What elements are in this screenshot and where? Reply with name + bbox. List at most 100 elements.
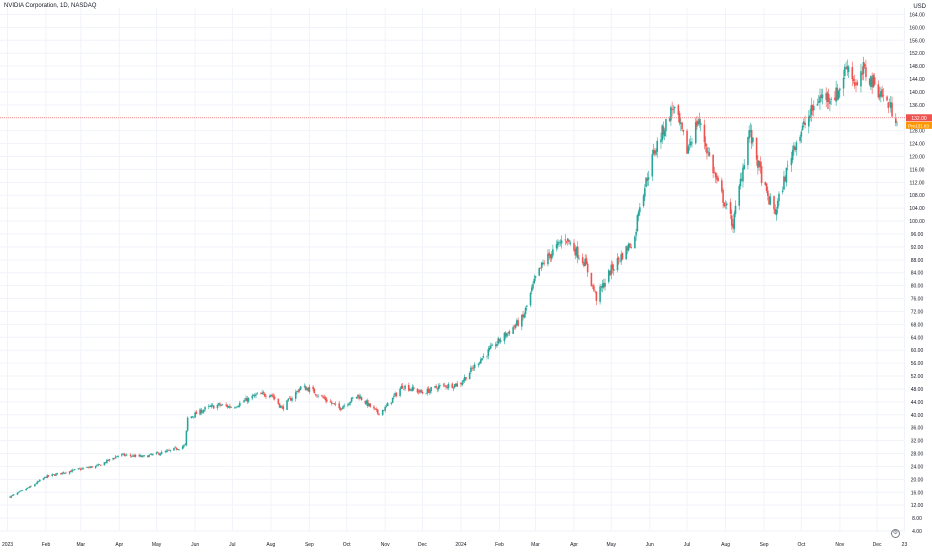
candle-body [734,205,737,215]
candle-body [81,468,83,470]
symbol-title: NVIDIA Corporation, 1D, NASDAQ [4,3,97,9]
candle-body [786,165,789,167]
candle-body [706,147,708,154]
candle-body [722,190,724,203]
candle-body [410,389,413,390]
candle-body [868,78,871,85]
candle-body [68,471,71,474]
candle-body [809,115,811,118]
candle-body [220,405,222,406]
candle-body [195,412,198,415]
candle-body [355,396,358,399]
candle-body [416,388,419,393]
grid [0,8,905,532]
candle-body [816,103,819,106]
candle-body [378,413,380,415]
candle-body [755,137,758,160]
candle-body [525,305,528,307]
candle-body [680,123,682,125]
y-tick-label: 8.00 [912,516,922,522]
y-axis[interactable]: 164.00 160.00 156.00 152.00 148.00 144.00 140.… [909,12,925,535]
candle-body [70,471,72,473]
candle-body [237,405,240,408]
y-tick-label: 40.00 [911,413,924,419]
last-price-badge [906,114,932,122]
x-axis[interactable]: 2023 Feb Mar Apr May Jun Jul Aug Sep Oct Nov Dec 202… [2,542,908,548]
candle-body [186,417,189,431]
candle-body [273,396,276,399]
candle-body [236,406,239,408]
y-tick-label: 56.00 [911,361,924,367]
candle-body [552,249,554,256]
candle-body [412,387,415,390]
y-tick-label: 108.00 [909,193,925,199]
candle-body [325,399,328,402]
candle-body [194,412,196,418]
candle-body [52,474,55,475]
candle-body [255,394,257,396]
candle-body [521,315,523,327]
candle-body [82,468,85,469]
candle-body [62,472,65,474]
candle-body [621,253,624,260]
candle-body [210,405,213,407]
candle-body [253,394,256,397]
candle-body [193,416,195,418]
candle-body [155,452,158,454]
candle-body [332,403,334,404]
y-tick-label: 152.00 [909,51,925,57]
candle-body [830,99,832,100]
candle-body [513,326,516,327]
x-tick-label: May [152,542,162,548]
candle-body [395,393,398,397]
candle-body [699,123,702,126]
candle-body [708,152,711,156]
candle-body [56,473,59,474]
candle-body [616,258,619,271]
chart-settings-button[interactable]: ⚙ [891,529,900,538]
candle-body [564,239,567,241]
candle-body [88,467,91,468]
candle-body [656,140,659,152]
candle-body [652,149,655,155]
candle-body [532,283,534,289]
candle-body [506,333,508,337]
candle-body [748,130,750,139]
candle-body [871,77,873,88]
candle-body [452,387,455,389]
candle-body [548,252,550,256]
candle-body [661,125,664,141]
x-tick-label: Jul [684,542,690,548]
candle-body [560,240,563,244]
candle-body [307,388,309,392]
y-tick-label: 148.00 [909,64,925,70]
candle-body [512,327,514,334]
candle-body [473,364,476,369]
candle-body [595,292,598,301]
candle-body [714,172,717,178]
candle-body [594,291,596,292]
candle-body [538,267,541,276]
candle-body [204,407,206,410]
candle-body [190,416,193,419]
candle-body [878,94,881,98]
candle-body [291,398,293,401]
y-tick-label: 120.00 [909,155,925,161]
candle-body [456,383,459,387]
pre-market-label: Pre [908,123,916,128]
candle-body [646,178,649,182]
candle-body [265,395,267,397]
candle-body [435,385,437,389]
y-tick-label: 20.00 [911,477,924,483]
candle-body [173,447,175,451]
candle-body [65,472,67,474]
candle-body [872,75,875,88]
candle-body [350,397,353,402]
candle-body [717,177,719,182]
candle-body [698,119,701,124]
candle-body [568,239,570,243]
candle-body [894,118,897,124]
candle-body [670,107,672,121]
